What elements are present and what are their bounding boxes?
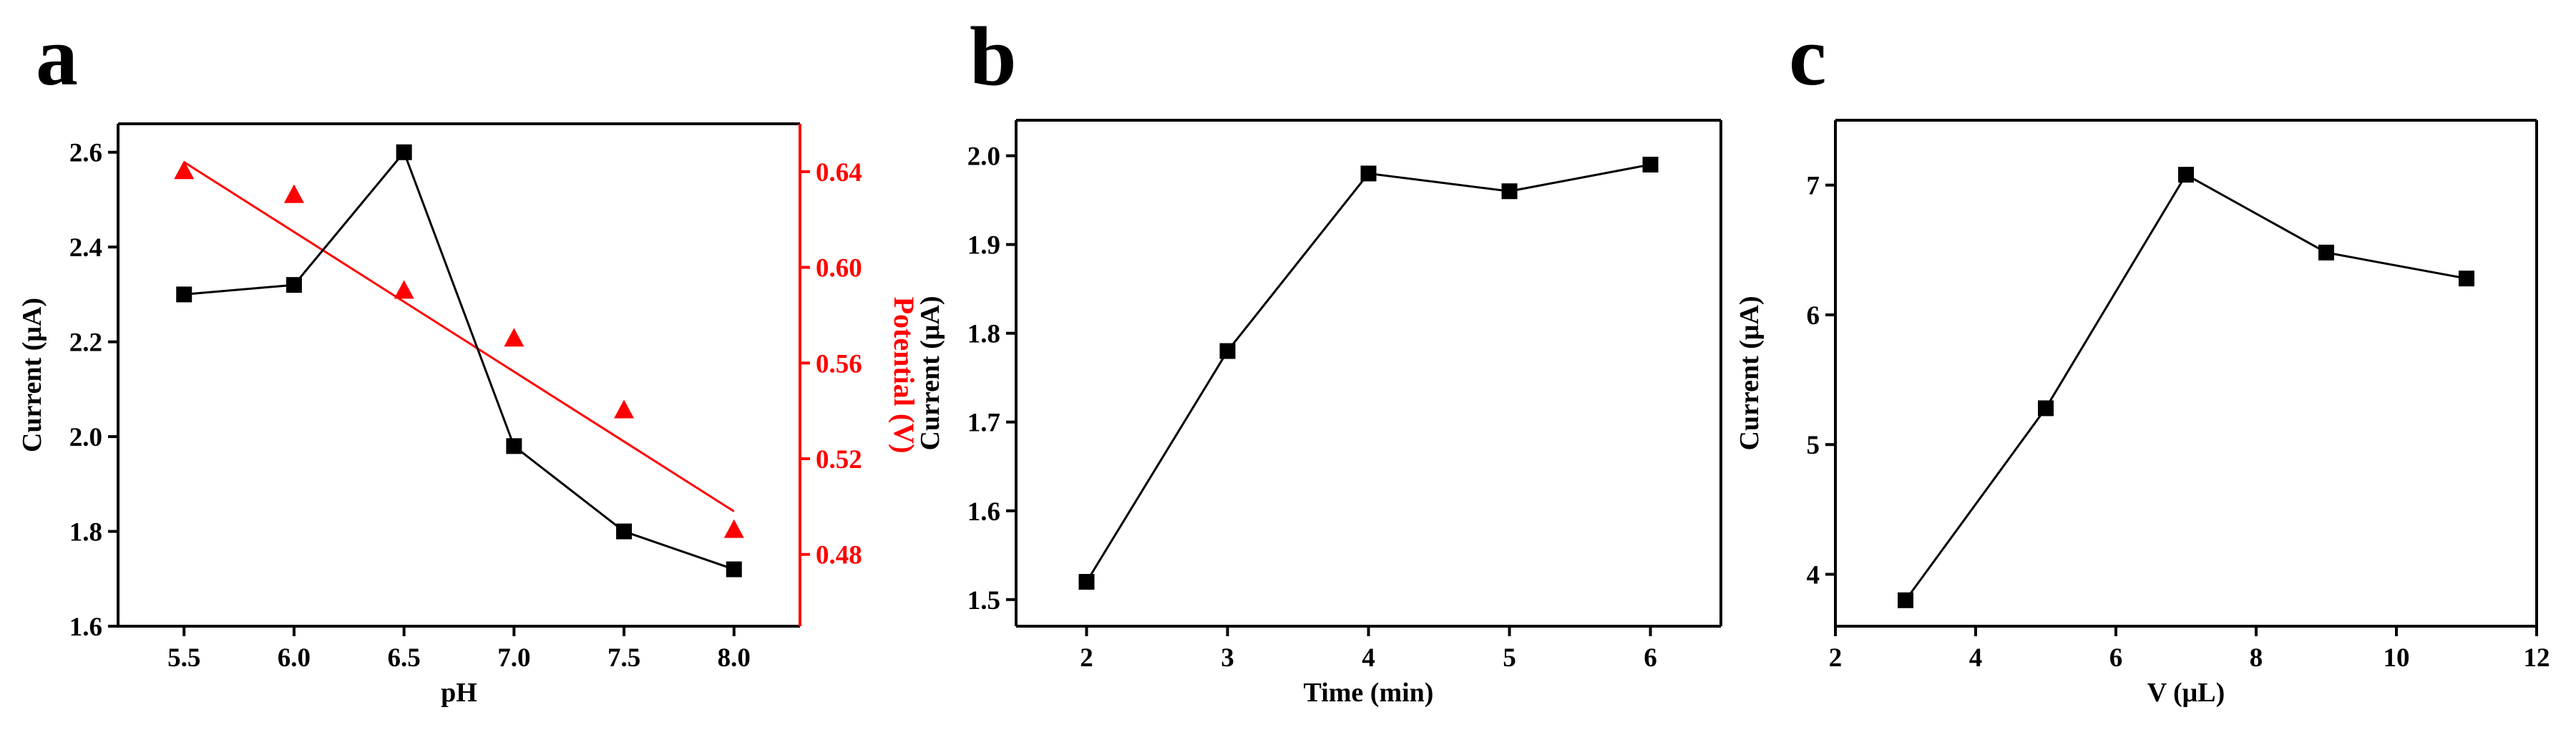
series-line-c-0 — [1904, 173, 2467, 601]
series-line-a-0 — [184, 150, 735, 570]
x-tick-label-a-4: 7.5 — [608, 643, 640, 673]
chart-a: 5.5 6.0 6.5 7.0 7.5 8.0 1.6 1.8 2.0 2.2 2.4 2.6 0.48… — [17, 122, 920, 708]
data-point-a-1-2 — [394, 280, 414, 299]
data-point-b-0-0 — [1078, 573, 1095, 590]
y-tick-label-a-5: 2.6 — [69, 139, 102, 168]
y-tick-label-b-5: 2.0 — [967, 142, 1000, 172]
y-tick-label-a-3: 2.2 — [69, 328, 102, 358]
data-point-a-0-3 — [506, 438, 522, 454]
data-point-c-0-3 — [2318, 244, 2334, 260]
data-point-a-1-0 — [174, 160, 195, 180]
y-axis-label-b: Current (μA) — [915, 296, 945, 450]
y2-axis-label-a: Potential (V) — [888, 297, 920, 454]
y-tick-label-b-3: 1.8 — [967, 320, 1000, 349]
y2-tick-label-a-0: 0.48 — [816, 541, 862, 570]
x-tick-label-b-3: 5 — [1503, 643, 1516, 673]
y2-tick-label-a-4: 0.64 — [816, 158, 862, 188]
data-point-a-0-1 — [286, 277, 302, 293]
x-axis-label-c: V (μL) — [2147, 678, 2225, 708]
data-point-a-1-1 — [283, 184, 304, 203]
x-tick-label-a-5: 8.0 — [718, 643, 751, 673]
data-point-a-0-5 — [726, 561, 742, 578]
y-tick-label-c-0: 4 — [1807, 560, 1820, 590]
data-point-b-0-4 — [1642, 157, 1659, 173]
y-tick-label-b-4: 1.9 — [967, 231, 1000, 260]
x-tick-label-c-4: 10 — [2384, 643, 2410, 673]
data-point-c-0-2 — [2178, 167, 2194, 183]
y2-tick-label-a-3: 0.60 — [816, 254, 862, 283]
y-tick-label-a-0: 1.6 — [69, 613, 102, 642]
x-tick-label-b-4: 6 — [1644, 643, 1657, 673]
data-point-c-0-4 — [2459, 271, 2474, 287]
data-point-c-0-1 — [2038, 400, 2054, 417]
data-point-b-0-1 — [1219, 343, 1236, 359]
y-axis-label-c: Current (μA) — [1735, 296, 1765, 450]
x-tick-label-a-2: 6.5 — [388, 643, 421, 673]
panel-letter-b: b — [970, 9, 1017, 103]
y-tick-label-a-4: 2.4 — [69, 233, 102, 263]
x-tick-label-b-1: 3 — [1221, 643, 1234, 673]
y-tick-label-c-2: 6 — [1807, 301, 1820, 331]
y-tick-label-b-2: 1.7 — [967, 409, 1000, 438]
x-tick-label-c-0: 2 — [1829, 643, 1843, 673]
x-tick-label-b-2: 4 — [1362, 643, 1375, 673]
chart-b: 2 3 4 5 6 1.5 1.6 1.7 1.8 1.9 2.0 Time (min) Current… — [915, 119, 1722, 708]
y-tick-label-c-3: 7 — [1807, 172, 1820, 201]
x-axis-label-a: pH — [441, 678, 477, 708]
y-tick-label-a-2: 2.0 — [69, 423, 102, 452]
x-tick-label-c-1: 4 — [1969, 643, 1983, 673]
y2-tick-label-a-1: 0.52 — [816, 445, 862, 474]
panel-letter-c: c — [1789, 9, 1826, 103]
x-tick-label-a-0: 5.5 — [167, 643, 200, 673]
x-tick-label-c-5: 12 — [2524, 643, 2550, 673]
data-point-a-0-0 — [176, 286, 192, 303]
panel-letter-a: a — [36, 9, 78, 103]
y-tick-label-b-1: 1.6 — [967, 497, 1000, 527]
data-point-a-1-3 — [504, 328, 525, 347]
data-point-a-0-4 — [616, 523, 633, 540]
y-tick-label-c-1: 5 — [1807, 431, 1820, 460]
chart-c: 2 4 6 8 10 12 4 5 6 7 V (μL) Current (μA) — [1735, 119, 2550, 708]
y-axis-label-a: Current (μA) — [17, 298, 47, 452]
x-tick-label-c-3: 8 — [2250, 643, 2263, 673]
series-line-b-0 — [1085, 163, 1651, 583]
x-tick-label-a-1: 6.0 — [278, 643, 311, 673]
y2-tick-label-a-2: 0.56 — [816, 349, 862, 379]
data-point-a-0-2 — [396, 144, 412, 160]
data-point-a-1-4 — [614, 399, 635, 419]
data-point-a-1-5 — [723, 519, 744, 538]
y-tick-label-b-0: 1.5 — [967, 586, 1000, 615]
data-point-b-0-2 — [1360, 165, 1377, 182]
x-axis-label-b: Time (min) — [1304, 678, 1434, 708]
fit-line-a — [183, 161, 735, 512]
x-tick-label-c-2: 6 — [2109, 643, 2123, 673]
y-tick-label-a-1: 1.8 — [69, 518, 102, 547]
data-point-b-0-3 — [1501, 183, 1518, 200]
x-tick-label-b-0: 2 — [1080, 643, 1093, 673]
data-point-c-0-0 — [1898, 592, 1913, 608]
x-tick-label-a-3: 7.0 — [497, 643, 530, 673]
